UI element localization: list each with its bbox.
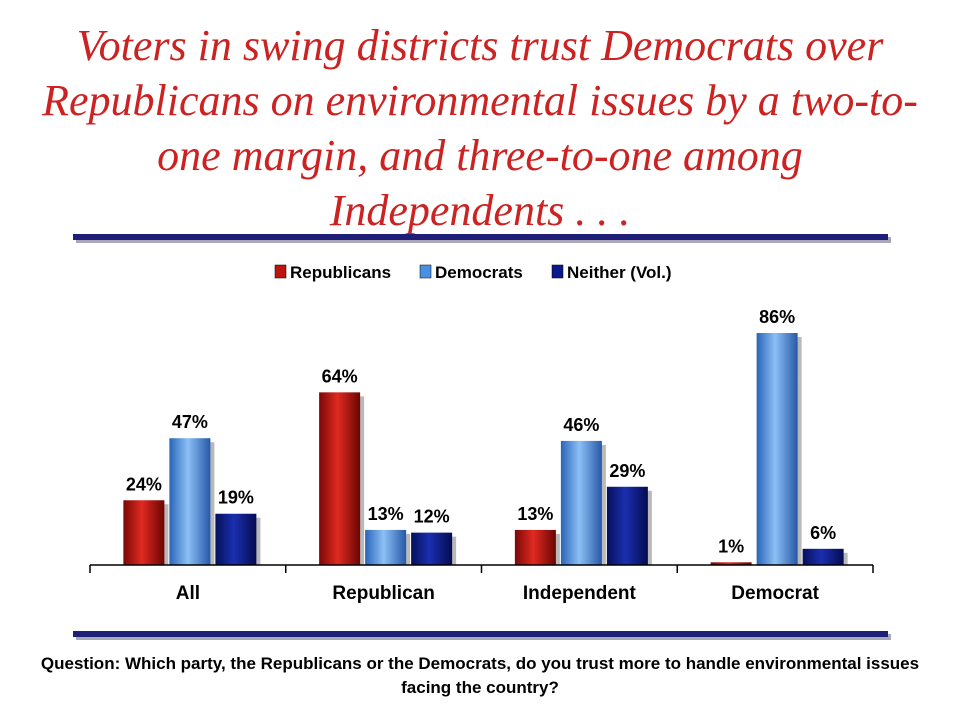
bar-group: 24% 47% 19% 64% 13% 12% 13% 46% 29% 1% 86% 6% (123, 307, 848, 565)
chart-legend: Republicans Democrats Neither (Vol.) (274, 263, 672, 282)
legend-label-neither-vol: Neither (Vol.) (567, 263, 672, 282)
category-label-all: All (176, 583, 200, 604)
bar-republican-neither-vol (411, 532, 453, 565)
top-divider (73, 234, 888, 240)
bar-republican-democrats (365, 529, 407, 565)
category-label-republican: Republican (332, 583, 434, 604)
slide-title: Voters in swing districts trust Democrat… (42, 21, 918, 235)
legend-swatch-democrats (419, 264, 432, 279)
legend-swatch-republicans (274, 264, 287, 279)
bar-democrat-republicans (710, 562, 752, 565)
bar-all-democrats (169, 438, 211, 565)
bar-all-neither-vol (215, 513, 257, 565)
category-label-democrat: Democrat (731, 583, 819, 604)
legend-label-republicans: Republicans (290, 263, 391, 282)
data-label-independent-republicans: 13% (517, 504, 553, 524)
bar-republican-republicans (319, 392, 361, 565)
data-label-all-republicans: 24% (126, 474, 162, 494)
x-axis: All Republican Independent Democrat (89, 564, 874, 604)
data-label-democrat-neither-vol: 6% (810, 523, 836, 543)
data-label-all-neither-vol: 19% (218, 488, 254, 508)
bar-independent-neither-vol (606, 486, 648, 565)
legend-swatch-neither-vol (551, 264, 564, 279)
data-label-republican-republicans: 64% (322, 366, 358, 386)
data-label-independent-democrats: 46% (563, 415, 599, 435)
bar-all-republicans (123, 500, 165, 565)
data-label-all-democrats: 47% (172, 412, 208, 432)
data-label-independent-neither-vol: 29% (609, 461, 645, 481)
legend-label-democrats: Democrats (435, 263, 523, 282)
bar-independent-republicans (514, 529, 556, 565)
data-label-republican-democrats: 13% (368, 504, 404, 524)
survey-question: Question: Which party, the Republicans o… (40, 654, 920, 697)
bar-democrat-democrats (756, 333, 798, 565)
data-label-republican-neither-vol: 12% (414, 507, 450, 527)
data-label-democrat-republicans: 1% (718, 536, 744, 556)
bar-independent-democrats (560, 440, 602, 565)
data-label-democrat-democrats: 86% (759, 307, 795, 327)
category-label-independent: Independent (523, 583, 637, 604)
bottom-divider (73, 631, 888, 637)
bar-democrat-neither-vol (802, 548, 844, 565)
